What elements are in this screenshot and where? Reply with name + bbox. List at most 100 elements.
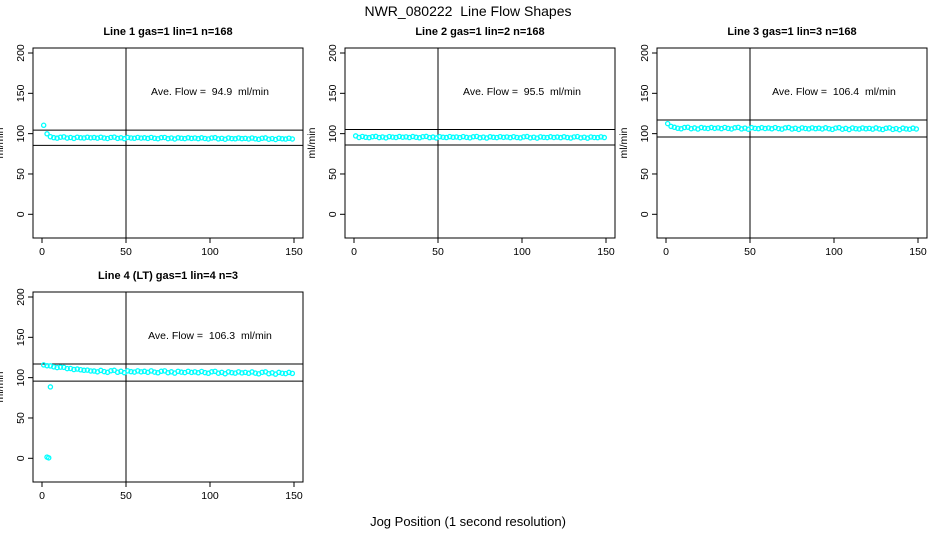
ave-flow-annotation-line2: Ave. Flow = 95.5 ml/min	[463, 86, 581, 98]
data-point	[826, 125, 832, 132]
data-point	[108, 134, 114, 141]
data-point	[698, 124, 705, 131]
data-point	[208, 369, 215, 375]
data-point	[799, 125, 805, 131]
data-point	[588, 134, 594, 140]
x-axis-tick-label: 100	[513, 246, 531, 258]
data-point-outlier	[45, 455, 52, 461]
data-point	[148, 134, 154, 141]
data-point	[578, 135, 584, 141]
data-point	[232, 136, 238, 142]
data-point	[809, 125, 815, 131]
y-axis-tick-label: 150	[327, 84, 339, 102]
data-point	[369, 133, 376, 140]
y-axis-tick-label: 200	[15, 288, 27, 306]
data-point	[440, 134, 446, 140]
data-point	[866, 125, 873, 132]
data-point	[389, 134, 396, 140]
data-point	[165, 135, 171, 142]
data-point	[561, 134, 567, 140]
data-point	[128, 135, 134, 141]
data-point	[286, 135, 292, 141]
x-axis-tick-label: 0	[663, 246, 669, 258]
data-point	[748, 124, 755, 131]
data-point	[202, 135, 208, 142]
data-point	[363, 134, 369, 141]
x-axis-tick-label: 50	[120, 490, 132, 502]
x-axis-tick-label: 150	[285, 246, 303, 258]
y-axis-tick-label: 50	[15, 168, 27, 180]
data-point	[81, 367, 87, 374]
data-point	[282, 136, 289, 142]
data-point	[108, 368, 114, 374]
data-point	[450, 134, 456, 141]
data-point	[188, 369, 195, 376]
data-point	[688, 125, 694, 132]
data-point	[124, 134, 131, 141]
data-point	[138, 369, 144, 375]
data-point	[463, 134, 470, 141]
data-point	[259, 135, 265, 141]
data-point	[182, 135, 188, 142]
data-point	[789, 126, 795, 132]
x-axis-tick-label: 50	[432, 246, 444, 258]
data-point	[762, 125, 768, 132]
data-point	[242, 135, 249, 142]
data-point	[81, 135, 87, 141]
data-point	[158, 134, 165, 141]
data-point	[74, 366, 81, 372]
subplot-title-line4: Line 4 (LT) gas=1 lin=4 n=3	[97, 270, 239, 282]
data-point	[175, 368, 181, 375]
y-axis-tick-label: 200	[15, 44, 27, 62]
data-point	[832, 125, 839, 131]
data-point	[151, 369, 158, 375]
data-point	[359, 133, 366, 140]
data-point	[64, 365, 70, 372]
data-point	[151, 135, 158, 141]
data-point	[551, 134, 557, 141]
y-axis-tick-label: 0	[327, 211, 339, 217]
data-point	[681, 124, 688, 131]
x-axis-label: Jog Position (1 second resolution)	[370, 514, 566, 529]
y-axis-label-line3: ml/min	[618, 127, 630, 159]
data-point	[504, 134, 510, 140]
data-point	[215, 136, 222, 142]
data-point	[839, 126, 846, 132]
data-point	[876, 126, 883, 132]
data-point	[701, 125, 708, 131]
data-point	[64, 135, 70, 141]
x-axis-tick-label: 0	[39, 246, 45, 258]
x-axis-tick-label: 100	[201, 490, 219, 502]
y-axis-tick-label: 150	[639, 84, 651, 102]
data-point	[413, 134, 419, 141]
data-point	[289, 136, 296, 142]
data-point	[158, 368, 165, 375]
data-point	[436, 133, 443, 140]
data-point	[725, 125, 731, 132]
data-point	[57, 364, 64, 370]
data-point	[198, 135, 205, 141]
data-point	[386, 133, 393, 140]
data-point	[225, 135, 232, 141]
plot-box	[32, 291, 304, 483]
data-point	[276, 135, 282, 141]
data-point	[239, 370, 245, 376]
data-point	[208, 135, 215, 141]
data-point	[759, 124, 765, 131]
data-point	[229, 369, 235, 376]
ave-flow-annotation-line3: Ave. Flow = 106.4 ml/min	[772, 86, 896, 98]
y-axis-tick-label: 50	[639, 168, 651, 180]
data-point	[900, 125, 906, 131]
data-point	[57, 134, 64, 140]
y-axis-tick-label: 0	[15, 455, 27, 461]
data-point	[279, 136, 285, 142]
data-point	[135, 134, 141, 141]
data-point	[913, 126, 920, 132]
data-point	[249, 135, 255, 141]
data-point	[131, 135, 138, 141]
y-axis-tick-label: 150	[15, 84, 27, 102]
subplot-title-line2: Line 2 gas=1 lin=2 n=168	[415, 26, 545, 38]
data-point	[453, 134, 460, 140]
